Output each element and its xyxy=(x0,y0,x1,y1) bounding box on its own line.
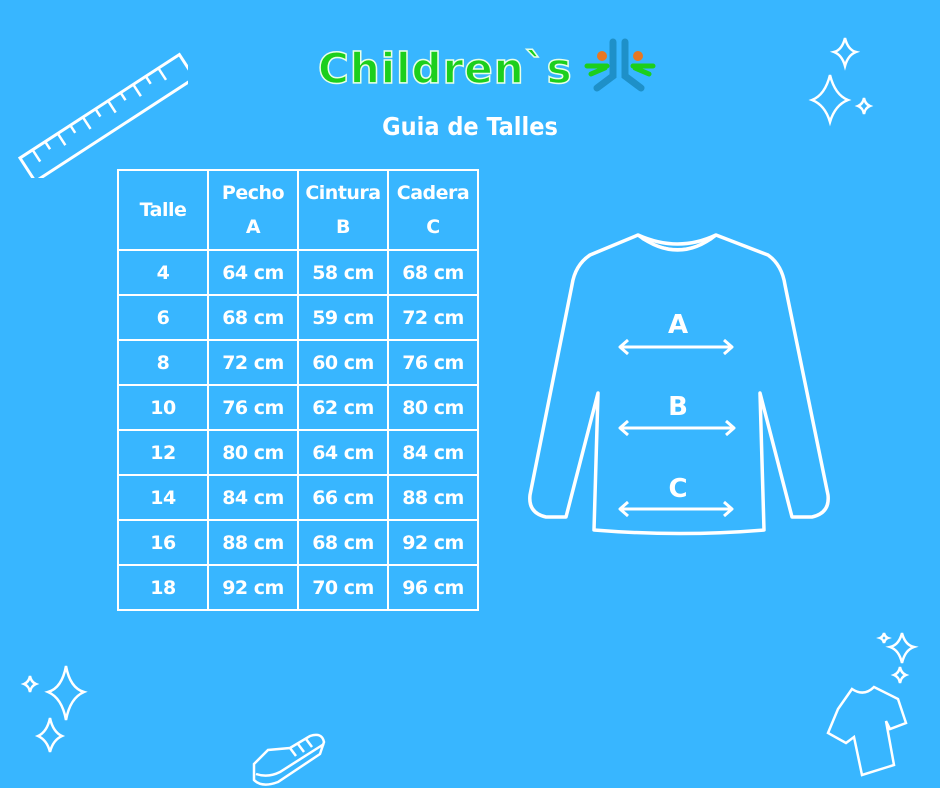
sparkle-icon xyxy=(20,665,88,753)
table-row: 10 76 cm 62 cm 80 cm xyxy=(117,384,479,431)
tshirt-icon xyxy=(826,632,919,777)
header-sub: B xyxy=(336,216,350,238)
cell-cintura: 70 cm xyxy=(297,564,389,611)
sneaker-icon xyxy=(252,733,326,786)
cell-talle: 16 xyxy=(117,519,209,566)
table-row: 14 84 cm 66 cm 88 cm xyxy=(117,474,479,521)
table-row: 8 72 cm 60 cm 76 cm xyxy=(117,339,479,386)
cell-pecho: 80 cm xyxy=(207,429,299,476)
page-title: Guia de Talles xyxy=(382,112,558,141)
header-cadera: Cadera C xyxy=(387,169,479,251)
cell-cadera: 84 cm xyxy=(387,429,479,476)
header-sub: C xyxy=(426,216,440,238)
header-label: Pecho xyxy=(221,182,285,204)
table-row: 4 64 cm 58 cm 68 cm xyxy=(117,249,479,296)
brand-logo-icon xyxy=(584,38,656,92)
cell-cintura: 68 cm xyxy=(297,519,389,566)
cell-cintura: 59 cm xyxy=(297,294,389,341)
cell-cintura: 58 cm xyxy=(297,249,389,296)
sparkle-icon xyxy=(808,37,874,127)
header-pecho: Pecho A xyxy=(207,169,299,251)
cell-pecho: 68 cm xyxy=(207,294,299,341)
cell-pecho: 64 cm xyxy=(207,249,299,296)
label-b: B xyxy=(668,392,688,422)
ruler-icon xyxy=(17,52,188,178)
header-sub: A xyxy=(245,216,261,238)
size-table: Talle Pecho A Cintura B Cadera C 4 64 cm 58 c… xyxy=(117,169,479,611)
table-row: 6 68 cm 59 cm 72 cm xyxy=(117,294,479,341)
table-row: 16 88 cm 68 cm 92 cm xyxy=(117,519,479,566)
brand-name: Children`s xyxy=(317,43,573,94)
brand-logo: Children`s xyxy=(317,38,659,98)
header-talle: Talle xyxy=(117,169,209,251)
cell-pecho: 88 cm xyxy=(207,519,299,566)
cell-cadera: 92 cm xyxy=(387,519,479,566)
sweater-icon xyxy=(528,233,830,536)
cell-talle: 14 xyxy=(117,474,209,521)
cell-pecho: 76 cm xyxy=(207,384,299,431)
cell-cadera: 72 cm xyxy=(387,294,479,341)
header-label: Cintura xyxy=(305,182,381,204)
cell-talle: 4 xyxy=(117,249,209,296)
cell-cintura: 64 cm xyxy=(297,429,389,476)
cell-cadera: 68 cm xyxy=(387,249,479,296)
cell-cadera: 76 cm xyxy=(387,339,479,386)
label-a: A xyxy=(667,310,689,340)
cell-cadera: 96 cm xyxy=(387,564,479,611)
table-header-row: Talle Pecho A Cintura B Cadera C xyxy=(117,169,479,251)
table-row: 18 92 cm 70 cm 96 cm xyxy=(117,564,479,611)
cell-pecho: 72 cm xyxy=(207,339,299,386)
cell-cintura: 66 cm xyxy=(297,474,389,521)
cell-cadera: 80 cm xyxy=(387,384,479,431)
header-label: Talle xyxy=(139,199,187,221)
label-c: C xyxy=(668,474,688,504)
cell-talle: 10 xyxy=(117,384,209,431)
header-cintura: Cintura B xyxy=(297,169,389,251)
cell-pecho: 84 cm xyxy=(207,474,299,521)
cell-talle: 6 xyxy=(117,294,209,341)
header-label: Cadera xyxy=(396,182,470,204)
cell-cintura: 62 cm xyxy=(297,384,389,431)
cell-talle: 8 xyxy=(117,339,209,386)
cell-pecho: 92 cm xyxy=(207,564,299,611)
cell-talle: 12 xyxy=(117,429,209,476)
cell-cintura: 60 cm xyxy=(297,339,389,386)
cell-cadera: 88 cm xyxy=(387,474,479,521)
table-row: 12 80 cm 64 cm 84 cm xyxy=(117,429,479,476)
cell-talle: 18 xyxy=(117,564,209,611)
